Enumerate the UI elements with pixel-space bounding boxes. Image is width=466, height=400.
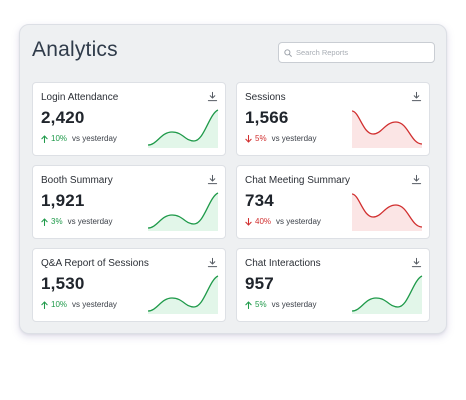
delta-percent: 5% <box>255 300 267 309</box>
card-title: Login Attendance <box>41 92 119 103</box>
sparkline-chart <box>351 193 423 231</box>
metric-card-sessions[interactable]: Sessions 1,566 5% vs yesterday <box>236 82 430 156</box>
metric-card-qa-report-of-sessions[interactable]: Q&A Report of Sessions 1,530 10% vs yest… <box>32 248 226 322</box>
card-value: 1,566 <box>245 108 289 127</box>
delta-row: 3% vs yesterday <box>41 217 112 226</box>
metric-card-login-attendance[interactable]: Login Attendance 2,420 10% vs yesterday <box>32 82 226 156</box>
arrow-up-icon <box>41 300 48 309</box>
delta-percent: 3% <box>51 217 63 226</box>
arrow-up-icon <box>245 300 252 309</box>
card-title: Chat Interactions <box>245 258 321 269</box>
sparkline-chart <box>147 109 219 148</box>
card-value: 1,530 <box>41 274 85 293</box>
compare-label: vs yesterday <box>72 134 117 143</box>
arrow-down-icon <box>245 134 252 143</box>
compare-label: vs yesterday <box>72 300 117 309</box>
compare-label: vs yesterday <box>271 134 317 143</box>
metric-card-chat-interactions[interactable]: Chat Interactions 957 5% vs yesterday <box>236 248 430 322</box>
arrow-up-icon <box>41 134 48 143</box>
delta-percent: 10% <box>51 300 68 309</box>
metric-card-chat-meeting-summary[interactable]: Chat Meeting Summary 734 40% vs yesterda… <box>236 165 430 239</box>
delta-row: 5% vs yesterday <box>245 134 316 143</box>
compare-label: vs yesterday <box>271 300 317 309</box>
arrow-down-icon <box>245 217 252 226</box>
sparkline-chart <box>147 275 219 314</box>
delta-row: 10% vs yesterday <box>41 134 117 143</box>
download-icon[interactable] <box>411 174 422 185</box>
card-value: 957 <box>245 274 274 293</box>
metric-card-booth-summary[interactable]: Booth Summary 1,921 3% vs yesterday <box>32 165 226 239</box>
delta-row: 40% vs yesterday <box>245 217 321 226</box>
delta-percent: 40% <box>255 217 272 226</box>
compare-label: vs yesterday <box>276 217 321 226</box>
search-input[interactable] <box>292 48 426 57</box>
search-box[interactable] <box>278 42 435 63</box>
download-icon[interactable] <box>207 257 218 268</box>
sparkline-chart <box>147 192 219 231</box>
delta-row: 5% vs yesterday <box>245 300 316 309</box>
search-icon <box>284 48 292 57</box>
delta-percent: 5% <box>255 134 267 143</box>
page-title: Analytics <box>32 38 118 61</box>
card-title: Sessions <box>245 92 286 103</box>
card-value: 2,420 <box>41 108 85 127</box>
delta-row: 10% vs yesterday <box>41 300 117 309</box>
download-icon[interactable] <box>207 91 218 102</box>
card-title: Q&A Report of Sessions <box>41 258 149 269</box>
card-title: Chat Meeting Summary <box>245 175 351 186</box>
download-icon[interactable] <box>411 257 422 268</box>
compare-label: vs yesterday <box>67 217 113 226</box>
card-value: 734 <box>245 191 274 210</box>
download-icon[interactable] <box>411 91 422 102</box>
arrow-up-icon <box>41 217 48 226</box>
analytics-panel: Analytics Login Attendance 2,420 10% vs … <box>19 24 447 334</box>
download-icon[interactable] <box>207 174 218 185</box>
sparkline-chart <box>351 110 423 148</box>
delta-percent: 10% <box>51 134 68 143</box>
card-title: Booth Summary <box>41 175 113 186</box>
sparkline-chart <box>351 275 423 314</box>
card-value: 1,921 <box>41 191 85 210</box>
